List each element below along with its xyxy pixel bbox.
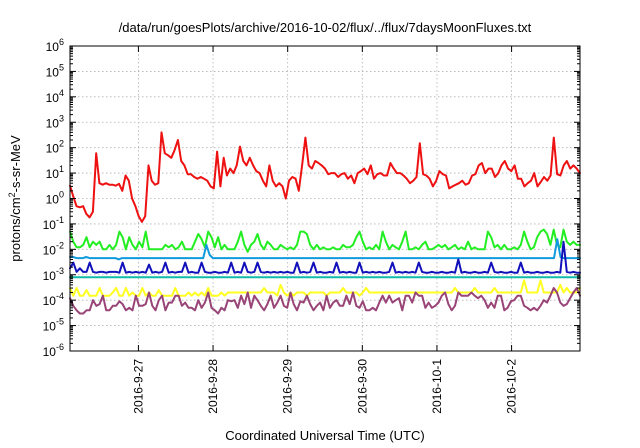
axis-ticks bbox=[70, 45, 580, 352]
x-tick-label: 2016-9-28 bbox=[206, 359, 220, 414]
y-tick-labels: 10-6 10-5 10-4 10-3 10-2 10-1 100 101 102 103 104 1… bbox=[43, 37, 64, 359]
y-tick-label: 100 bbox=[46, 190, 64, 207]
y-tick-label: 10-4 bbox=[43, 291, 64, 308]
series-group bbox=[69, 131, 581, 315]
y-tick-label: 105 bbox=[46, 62, 64, 79]
y-tick-label: 106 bbox=[46, 37, 64, 54]
series-line bbox=[69, 131, 581, 223]
series-line bbox=[69, 287, 581, 315]
series-line bbox=[69, 228, 581, 253]
x-tick-label: 2016-9-30 bbox=[355, 359, 369, 414]
y-axis-label-suffix: -s-sr-MeV bbox=[8, 135, 23, 192]
y-axis-label-prefix: protons/cm bbox=[8, 197, 23, 261]
y-tick-label: 10-6 bbox=[43, 342, 64, 359]
x-axis-label: Coordinated Universal Time (UTC) bbox=[225, 428, 424, 443]
y-tick-label: 103 bbox=[46, 113, 64, 130]
y-tick-label: 10-2 bbox=[43, 240, 64, 257]
x-tick-label: 2016-9-27 bbox=[131, 359, 145, 414]
chart-title: /data/run/goesPlots/archive/2016-10-02/f… bbox=[119, 20, 532, 35]
y-axis-label: protons/cm2-s-sr-MeV bbox=[7, 135, 23, 262]
series-line bbox=[69, 238, 581, 261]
x-tick-label: 2016-10-2 bbox=[505, 359, 519, 414]
y-tick-label: 10-1 bbox=[43, 215, 64, 232]
y-tick-label: 10-3 bbox=[43, 266, 64, 283]
series-line bbox=[69, 240, 581, 274]
y-axis-label-superscript: 2 bbox=[7, 192, 17, 197]
y-tick-label: 101 bbox=[46, 164, 64, 181]
series-line bbox=[69, 279, 581, 297]
y-tick-label: 102 bbox=[46, 139, 64, 156]
y-tick-label: 104 bbox=[46, 88, 64, 105]
x-tick-labels: 2016-9-27 2016-9-28 2016-9-29 2016-9-30 2016… bbox=[131, 359, 518, 414]
y-tick-label: 10-5 bbox=[43, 317, 64, 334]
x-tick-label: 2016-9-29 bbox=[281, 359, 295, 414]
x-tick-label: 2016-10-1 bbox=[430, 359, 444, 414]
